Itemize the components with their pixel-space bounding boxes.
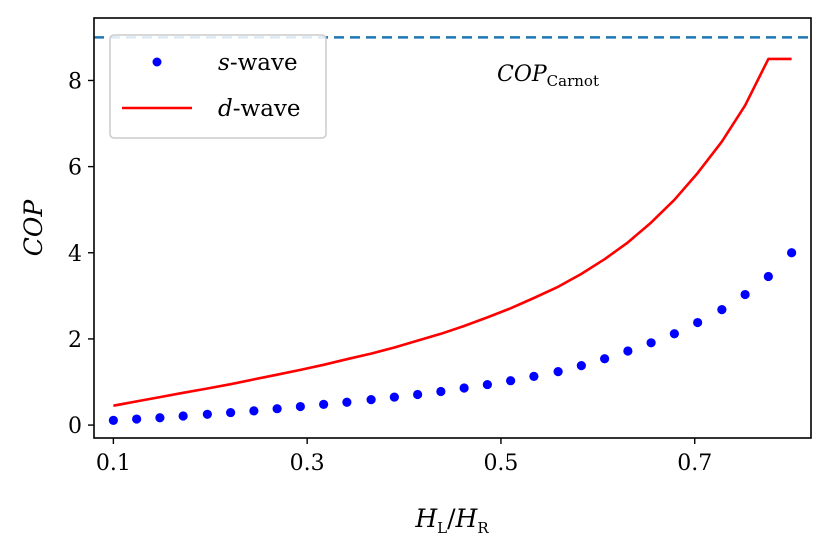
s-wave-point bbox=[249, 406, 259, 416]
s-wave-point bbox=[693, 317, 703, 328]
legend-box bbox=[109, 34, 327, 139]
x-tick-label: 0.5 bbox=[483, 451, 518, 476]
s-wave-point bbox=[529, 371, 539, 381]
y-tick-label: 4 bbox=[68, 242, 82, 267]
s-wave-point bbox=[669, 329, 679, 339]
s-wave-point bbox=[646, 338, 656, 348]
y-tick-label: 6 bbox=[68, 156, 82, 181]
s-wave-point bbox=[436, 386, 446, 397]
x-tick-label: 0.3 bbox=[290, 451, 325, 476]
s-wave-point bbox=[506, 376, 516, 386]
s-wave-point bbox=[413, 389, 423, 400]
s-wave-point bbox=[202, 409, 212, 419]
s-wave-point bbox=[576, 361, 586, 371]
x-axis-label: HL/HR bbox=[414, 504, 489, 537]
s-wave-point bbox=[389, 392, 399, 402]
axes-frame bbox=[93, 17, 812, 439]
s-wave-point bbox=[717, 305, 727, 315]
y-tick-label: 2 bbox=[68, 328, 82, 353]
legend-swave-marker bbox=[152, 57, 162, 67]
carnot-annotation: COPCarnot bbox=[497, 62, 599, 90]
s-wave-point bbox=[787, 248, 797, 258]
y-axis-label: COP bbox=[19, 199, 48, 257]
s-wave-point bbox=[319, 399, 329, 409]
s-wave-point bbox=[553, 367, 563, 377]
s-wave-point bbox=[763, 271, 773, 282]
s-wave-point bbox=[108, 415, 118, 425]
s-wave-point bbox=[366, 395, 376, 405]
s-wave-point bbox=[459, 383, 469, 393]
s-wave-point bbox=[178, 411, 188, 421]
s-wave-point bbox=[295, 401, 305, 412]
s-wave-point bbox=[600, 354, 610, 364]
x-tick-label: 0.7 bbox=[677, 451, 712, 476]
s-wave-point bbox=[272, 404, 282, 414]
x-tick-label: 0.1 bbox=[96, 451, 131, 476]
s-wave-point bbox=[132, 414, 142, 424]
y-tick-label: 0 bbox=[68, 414, 82, 439]
legend-swave-label: s-wave bbox=[218, 50, 298, 76]
legend: s-wave d-wave bbox=[109, 34, 327, 139]
s-wave-point bbox=[482, 379, 492, 390]
s-wave-point bbox=[623, 346, 633, 356]
legend-dwave-label: d-wave bbox=[218, 96, 301, 122]
s-wave-point bbox=[155, 413, 165, 423]
axis-ticks: 0.1 0.3 0.5 0.7 0 2 4 6 8 bbox=[68, 69, 712, 476]
s-wave-point bbox=[342, 397, 352, 407]
s-wave-point bbox=[740, 289, 750, 300]
d-wave-line bbox=[113, 57, 792, 407]
y-tick-label: 8 bbox=[68, 69, 82, 94]
plot-area bbox=[94, 36, 811, 425]
s-wave-point bbox=[226, 407, 236, 418]
